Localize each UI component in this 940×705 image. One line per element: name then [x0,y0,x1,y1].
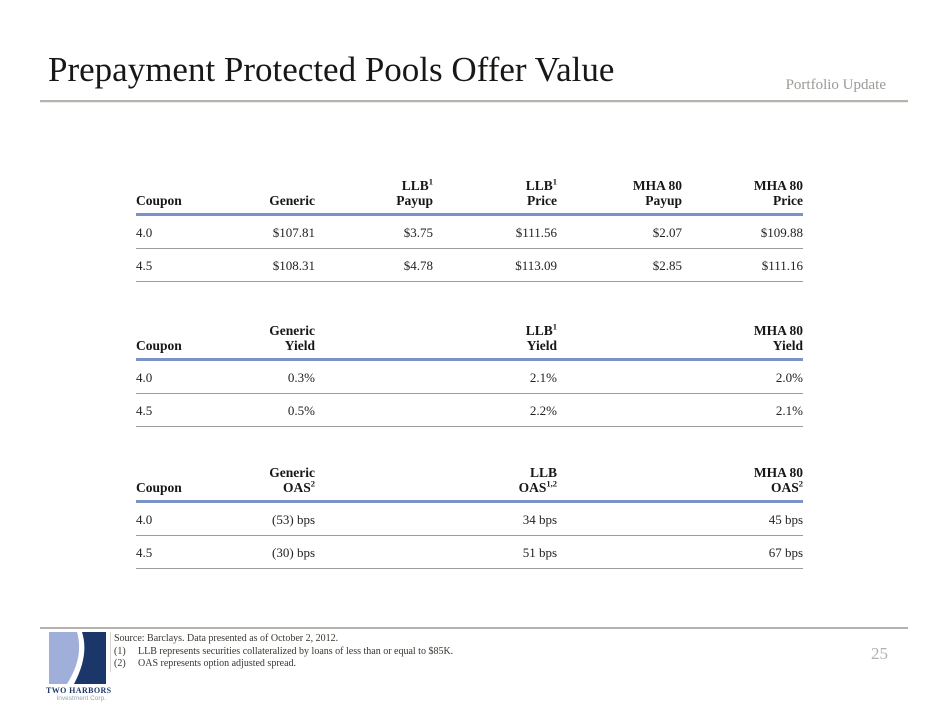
column-header-mha-yield: MHA 80 Yield [557,323,803,361]
header-line1: Generic [269,323,315,338]
header-line1: MHA 80 [753,465,803,480]
column-header-llb-payup: LLB1 Payup [315,176,433,216]
header-line1: LLB1 [525,176,557,193]
header-line1: MHA 80 [753,323,803,338]
column-header-generic-yield: Generic Yield [226,323,315,361]
table-header-row: Coupon Generic LLB1 Payup LLB1 Price MHA… [136,176,803,216]
header-line2: Payup [396,193,433,208]
header-line2: Payup [645,193,682,208]
column-header-coupon: Coupon [136,178,226,216]
table-cell: $109.88 [682,214,803,249]
table-cell: 0.3% [226,359,315,394]
header-line1: MHA 80 [753,178,803,193]
logo-company-name: TWO HARBORS [46,686,112,695]
table-cell: 34 bps [315,501,557,536]
column-header-llb-yield: LLB1 Yield [315,321,557,361]
table-cell: 4.0 [136,359,226,394]
table-cell: 67 bps [557,535,803,569]
table-cell: (53) bps [226,501,315,536]
table-cell: 2.1% [315,359,557,394]
header-line2: Coupon [136,480,182,495]
logo-mark-icon [48,632,106,684]
column-header-coupon: Coupon [136,323,226,361]
table-cell: $111.56 [433,214,557,249]
header-line2: Yield [772,338,803,353]
table-cell: $108.31 [226,248,315,282]
header-line2: OAS2 [770,478,803,495]
table-row: 4.0 0.3% 2.1% 2.0% [136,359,803,394]
table-row: 4.5 0.5% 2.2% 2.1% [136,393,803,427]
title-divider [40,100,908,103]
page-title: Prepayment Protected Pools Offer Value [48,50,615,89]
footnote-number: (2) [114,658,126,669]
table-header-row: Coupon Generic Yield LLB1 Yield MHA 80 Y… [136,321,803,361]
table-cell: 4.5 [136,393,226,427]
table-cell: $107.81 [226,214,315,249]
table-row: 4.0 $107.81 $3.75 $111.56 $2.07 $109.88 [136,214,803,249]
header-line1: MHA 80 [632,178,682,193]
table-cell: 4.0 [136,214,226,249]
column-header-mha-price: MHA 80 Price [682,178,803,216]
header-line2: Generic [269,193,315,208]
table-cell: 2.2% [315,393,557,427]
page-number: 25 [871,644,888,663]
table-cell: 2.0% [557,359,803,394]
header-line2: Yield [526,338,557,353]
column-header-llb-oas: LLB OAS1,2 [315,465,557,503]
footnote-left-divider [110,632,111,672]
column-header-mha-oas: MHA 80 OAS2 [557,465,803,503]
header-line2: Price [773,193,803,208]
table-cell: $2.85 [557,248,682,282]
footnotes: Source: Barclays. Data presented as of O… [114,633,734,671]
header-line1: LLB1 [401,176,433,193]
footnote-text: OAS represents option adjusted spread. [138,658,297,669]
header-line2: Coupon [136,193,182,208]
table-cell: $2.07 [557,214,682,249]
header-subtitle: Portfolio Update [785,77,886,93]
footnote-item: (2) OAS represents option adjusted sprea… [114,658,734,671]
header-line2: Yield [284,338,315,353]
table-cell: $3.75 [315,214,433,249]
header-line2: OAS1,2 [518,478,557,495]
table-header-row: Coupon Generic OAS2 LLB OAS1,2 MHA 80 OA… [136,465,803,503]
column-header-coupon: Coupon [136,465,226,503]
table-cell: 4.5 [136,248,226,282]
table-cell: 51 bps [315,535,557,569]
header-line2: OAS2 [282,478,315,495]
footnote-item: (1) LLB represents securities collateral… [114,646,734,659]
table-cell: 45 bps [557,501,803,536]
table-cell: $4.78 [315,248,433,282]
header-line2: Coupon [136,338,182,353]
table-row: 4.0 (53) bps 34 bps 45 bps [136,501,803,536]
table-cell: 4.0 [136,501,226,536]
two-harbors-logo: TWO HARBORS Investment Corp. [46,632,112,702]
table-cell: 0.5% [226,393,315,427]
table-cell: $113.09 [433,248,557,282]
table-cell: 4.5 [136,535,226,569]
logo-tagline: Investment Corp. [56,695,107,702]
table-yield: Coupon Generic Yield LLB1 Yield MHA 80 Y… [136,321,803,427]
table-cell: $111.16 [682,248,803,282]
footnote-source: Source: Barclays. Data presented as of O… [114,633,339,644]
table-row: 4.5 (30) bps 51 bps 67 bps [136,535,803,569]
header-line1: LLB1 [525,321,557,338]
table-cell: 2.1% [557,393,803,427]
column-header-llb-price: LLB1 Price [433,176,557,216]
column-header-generic-oas: Generic OAS2 [226,465,315,503]
table-row: 4.5 $108.31 $4.78 $113.09 $2.85 $111.16 [136,248,803,282]
header-line1: Generic [269,465,315,480]
footnote-number: (1) [114,645,126,657]
table-cell: (30) bps [226,535,315,569]
header-line2: Price [527,193,557,208]
footnote-text: LLB represents securities collateralized… [138,645,454,657]
column-header-generic: Generic [226,178,315,216]
footer-divider [40,627,908,629]
table-oas: Coupon Generic OAS2 LLB OAS1,2 MHA 80 OA… [136,465,803,569]
column-header-mha-payup: MHA 80 Payup [557,178,682,216]
table-payup-price: Coupon Generic LLB1 Payup LLB1 Price MHA… [136,176,803,282]
header-line1: LLB [529,465,557,480]
